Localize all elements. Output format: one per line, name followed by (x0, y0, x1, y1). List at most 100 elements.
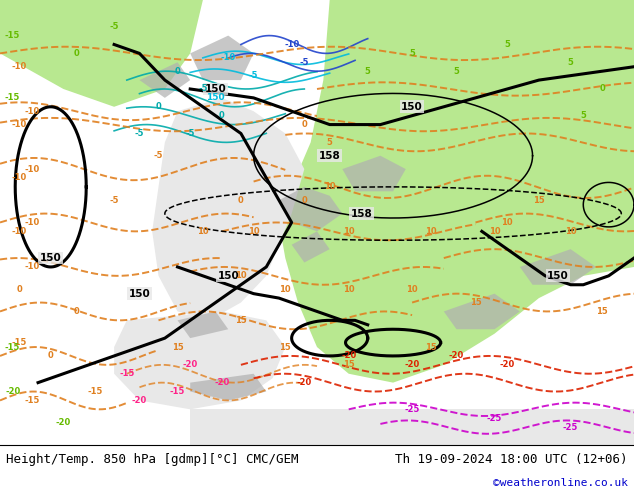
Text: -10: -10 (24, 107, 39, 116)
Text: 5: 5 (327, 138, 333, 147)
Text: -15: -15 (5, 343, 20, 351)
Text: -20: -20 (449, 351, 464, 361)
Text: -25: -25 (563, 422, 578, 432)
Text: 0: 0 (16, 285, 22, 294)
Text: 10: 10 (489, 227, 500, 236)
Polygon shape (279, 187, 342, 231)
Text: 0: 0 (301, 120, 307, 129)
Text: -10: -10 (221, 53, 236, 62)
Text: -10: -10 (284, 40, 299, 49)
Text: -20: -20 (56, 418, 71, 427)
Text: -10: -10 (11, 62, 27, 71)
Text: 0: 0 (155, 102, 162, 111)
Text: 5: 5 (453, 67, 460, 75)
Polygon shape (139, 62, 190, 98)
Polygon shape (292, 231, 330, 263)
Text: 5: 5 (567, 58, 574, 67)
Text: -5: -5 (110, 196, 119, 205)
Text: -5: -5 (249, 71, 258, 80)
Text: -10: -10 (24, 165, 39, 173)
Text: 15: 15 (470, 298, 481, 307)
Polygon shape (190, 374, 266, 400)
Text: 15: 15 (533, 196, 545, 205)
Text: -20: -20 (132, 396, 147, 405)
Text: -10: -10 (24, 263, 39, 271)
Text: -25: -25 (404, 405, 420, 414)
Text: 15: 15 (235, 316, 247, 325)
Text: 0: 0 (174, 67, 181, 75)
Text: 10: 10 (343, 285, 354, 294)
Text: -5: -5 (154, 151, 163, 160)
Text: 0: 0 (219, 111, 225, 120)
Text: -5: -5 (198, 84, 207, 94)
Text: 10: 10 (565, 227, 576, 236)
Text: -15: -15 (24, 396, 39, 405)
Text: 150: 150 (401, 102, 423, 112)
Text: 15: 15 (280, 343, 291, 351)
Text: 10: 10 (406, 285, 418, 294)
Text: -15: -15 (5, 94, 20, 102)
Text: ©weatheronline.co.uk: ©weatheronline.co.uk (493, 478, 628, 488)
Text: 5: 5 (580, 111, 586, 120)
Text: 158: 158 (319, 151, 340, 161)
Text: -10: -10 (11, 173, 27, 182)
Text: -15: -15 (119, 369, 134, 378)
Text: 150: 150 (206, 94, 225, 102)
Text: 10: 10 (235, 271, 247, 280)
Text: -5: -5 (135, 129, 144, 138)
Polygon shape (444, 294, 520, 329)
Text: -10: -10 (11, 120, 27, 129)
Polygon shape (0, 0, 203, 107)
Text: -20: -20 (5, 387, 20, 396)
Text: 150: 150 (217, 271, 239, 281)
Text: 5: 5 (504, 40, 510, 49)
Polygon shape (190, 36, 254, 80)
Text: -15: -15 (170, 387, 185, 396)
Text: 0: 0 (73, 49, 79, 58)
Text: 10: 10 (324, 182, 335, 192)
Polygon shape (114, 312, 285, 409)
Text: Height/Temp. 850 hPa [gdmp][°C] CMC/GEM: Height/Temp. 850 hPa [gdmp][°C] CMC/GEM (6, 453, 299, 466)
Text: -20: -20 (341, 351, 356, 361)
Text: 0: 0 (301, 196, 307, 205)
Polygon shape (279, 0, 634, 383)
Text: -5: -5 (186, 129, 195, 138)
Text: -20: -20 (183, 360, 198, 369)
Text: 5: 5 (409, 49, 415, 58)
Text: 15: 15 (425, 343, 437, 351)
Polygon shape (152, 98, 304, 320)
Text: 0: 0 (73, 307, 79, 316)
Text: -25: -25 (487, 414, 502, 423)
Text: -5: -5 (110, 22, 119, 31)
Polygon shape (190, 409, 634, 445)
Text: 10: 10 (197, 227, 209, 236)
Text: 10: 10 (425, 227, 437, 236)
Text: 150: 150 (205, 84, 226, 94)
Text: -10: -10 (24, 218, 39, 227)
Text: -20: -20 (500, 360, 515, 369)
Text: 10: 10 (248, 227, 259, 236)
Text: 10: 10 (280, 285, 291, 294)
Text: 0: 0 (599, 84, 605, 94)
Text: -5: -5 (300, 58, 309, 67)
Polygon shape (342, 156, 406, 191)
Text: 15: 15 (597, 307, 608, 316)
Polygon shape (178, 312, 228, 338)
Text: 5: 5 (365, 67, 371, 75)
Text: 150: 150 (547, 271, 569, 281)
Text: -15: -15 (5, 31, 20, 40)
Text: 10: 10 (501, 218, 513, 227)
Text: -20: -20 (214, 378, 230, 387)
Text: 15: 15 (343, 360, 354, 369)
Polygon shape (520, 249, 596, 285)
Text: 15: 15 (172, 343, 183, 351)
Text: 150: 150 (40, 253, 61, 263)
Text: -15: -15 (11, 338, 27, 347)
Text: 10: 10 (343, 227, 354, 236)
Text: 150: 150 (129, 289, 150, 298)
Text: -20: -20 (297, 378, 312, 387)
Text: 0: 0 (48, 351, 54, 361)
Text: -10: -10 (11, 227, 27, 236)
Text: -20: -20 (404, 360, 420, 369)
Text: -15: -15 (87, 387, 103, 396)
